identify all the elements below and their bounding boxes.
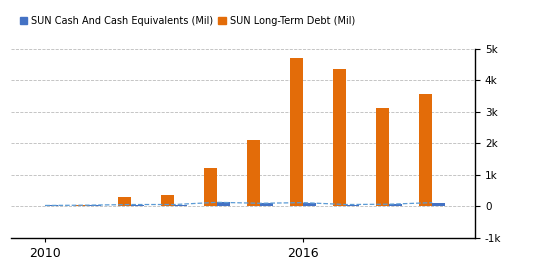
Bar — [88, 205, 101, 206]
Bar — [333, 69, 346, 206]
Bar — [118, 197, 131, 206]
Bar — [346, 205, 359, 206]
Bar — [291, 58, 303, 206]
Bar — [376, 109, 389, 206]
Bar — [419, 94, 432, 206]
Bar — [432, 202, 445, 206]
Bar — [303, 202, 316, 206]
Bar — [389, 204, 402, 206]
Bar — [204, 168, 217, 206]
Bar — [260, 203, 273, 206]
Bar — [45, 205, 58, 206]
Bar — [75, 205, 88, 206]
Bar — [161, 195, 174, 206]
Bar — [174, 205, 187, 206]
Bar — [247, 140, 260, 206]
Bar — [131, 205, 144, 206]
Bar — [217, 202, 230, 206]
Legend: SUN Cash And Cash Equivalents (Mil), SUN Long-Term Debt (Mil): SUN Cash And Cash Equivalents (Mil), SUN… — [16, 12, 359, 30]
